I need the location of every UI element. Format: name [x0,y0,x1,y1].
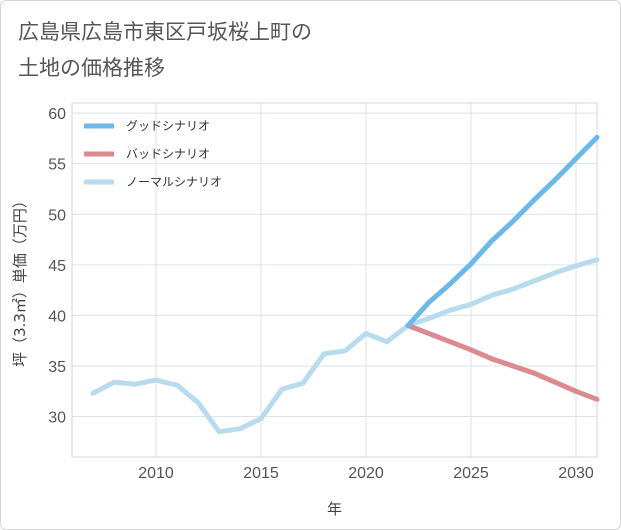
plot-area [71,102,598,458]
x-tick-label: 2015 [243,465,279,482]
y-tick-label: 50 [48,207,66,224]
title-line-2: 土地の価格推移 [18,56,165,80]
x-tick-label: 2025 [453,465,489,482]
y-tick-label: 30 [48,410,66,427]
x-tick-label: 2010 [138,465,174,482]
x-tick-label: 2020 [348,465,384,482]
series-line-1 [405,323,600,402]
series-line-0 [405,134,600,328]
title-line-1: 広島県広島市東区戸坂桜上町の [18,20,312,44]
series-line-2 [90,257,600,435]
y-tick-label: 35 [48,359,66,376]
y-tick-label: 60 [48,106,66,123]
y-tick-label: 45 [48,258,66,275]
legend-label-1: バッドシナリオ [126,147,210,161]
series-layer [90,134,600,435]
tick-labels: 2010 2015 2020 2025 2030 30 35 40 45 50 55 60 [48,106,594,482]
y-tick-label: 40 [48,308,66,325]
chart-title: 広島県広島市東区戸坂桜上町の 土地の価格推移 [18,14,578,86]
y-tick-label: 55 [48,157,66,174]
y-axis-title: 坪（3.3㎡）単価（万円） [11,193,29,367]
legend-label-0: グッドシナリオ [126,119,210,133]
legend-label-2: ノーマルシナリオ [126,175,222,189]
x-tick-label: 2030 [558,465,594,482]
grid [72,103,597,457]
x-axis-title: 年 [327,500,342,518]
